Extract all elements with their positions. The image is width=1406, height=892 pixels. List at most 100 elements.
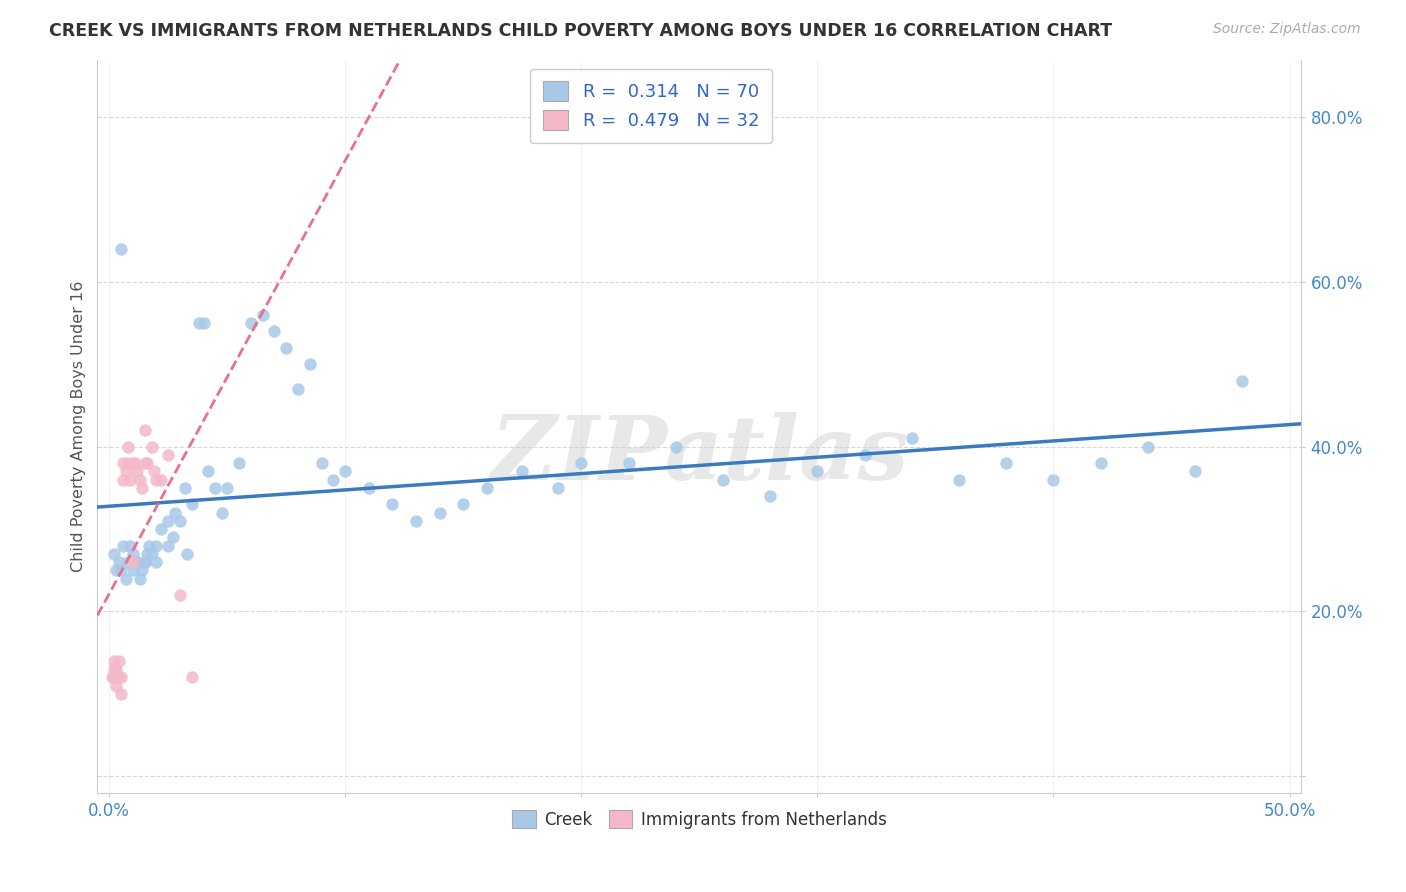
- Point: [569, 456, 592, 470]
- Point: [114, 572, 136, 586]
- Point: [197, 465, 219, 479]
- Point: [429, 506, 451, 520]
- Point: [1232, 374, 1254, 388]
- Point: [173, 481, 195, 495]
- Point: [510, 465, 533, 479]
- Text: ZIPatlas: ZIPatlas: [491, 412, 908, 499]
- Point: [948, 473, 970, 487]
- Point: [547, 481, 569, 495]
- Legend: Creek, Immigrants from Netherlands: Creek, Immigrants from Netherlands: [506, 804, 893, 836]
- Point: [107, 670, 129, 684]
- Point: [121, 547, 143, 561]
- Point: [136, 547, 159, 561]
- Point: [711, 473, 734, 487]
- Point: [107, 654, 129, 668]
- Point: [187, 316, 209, 330]
- Point: [128, 572, 150, 586]
- Point: [127, 465, 149, 479]
- Text: CREEK VS IMMIGRANTS FROM NETHERLANDS CHILD POVERTY AMONG BOYS UNDER 16 CORRELATI: CREEK VS IMMIGRANTS FROM NETHERLANDS CHI…: [49, 22, 1112, 40]
- Point: [112, 539, 135, 553]
- Point: [665, 440, 688, 454]
- Point: [1090, 456, 1112, 470]
- Point: [100, 670, 122, 684]
- Point: [853, 448, 876, 462]
- Point: [131, 481, 153, 495]
- Point: [120, 539, 142, 553]
- Point: [145, 539, 167, 553]
- Point: [110, 670, 132, 684]
- Point: [901, 432, 924, 446]
- Point: [204, 481, 226, 495]
- Point: [193, 316, 215, 330]
- Point: [180, 497, 202, 511]
- Point: [617, 456, 640, 470]
- Point: [276, 341, 298, 355]
- Point: [112, 456, 135, 470]
- Point: [143, 465, 166, 479]
- Point: [105, 662, 128, 676]
- Point: [157, 448, 180, 462]
- Point: [405, 514, 427, 528]
- Point: [298, 357, 321, 371]
- Point: [134, 555, 156, 569]
- Point: [110, 563, 132, 577]
- Point: [239, 316, 262, 330]
- Point: [995, 456, 1018, 470]
- Point: [136, 456, 159, 470]
- Point: [217, 481, 239, 495]
- Point: [117, 555, 139, 569]
- Point: [103, 670, 125, 684]
- Point: [381, 497, 404, 511]
- Point: [145, 473, 167, 487]
- Text: Source: ZipAtlas.com: Source: ZipAtlas.com: [1213, 22, 1361, 37]
- Point: [169, 588, 191, 602]
- Point: [162, 530, 184, 544]
- Point: [114, 465, 136, 479]
- Point: [475, 481, 498, 495]
- Point: [357, 481, 380, 495]
- Point: [157, 514, 180, 528]
- Point: [120, 473, 142, 487]
- Point: [150, 522, 173, 536]
- Point: [110, 687, 132, 701]
- Point: [145, 555, 167, 569]
- Point: [1184, 465, 1206, 479]
- Point: [287, 382, 309, 396]
- Point: [311, 456, 333, 470]
- Y-axis label: Child Poverty Among Boys Under 16: Child Poverty Among Boys Under 16: [72, 280, 86, 572]
- Point: [138, 539, 160, 553]
- Point: [335, 465, 357, 479]
- Point: [121, 555, 143, 569]
- Point: [157, 539, 180, 553]
- Point: [806, 465, 828, 479]
- Point: [121, 456, 143, 470]
- Point: [103, 662, 125, 676]
- Point: [1042, 473, 1064, 487]
- Point: [141, 440, 163, 454]
- Point: [134, 456, 156, 470]
- Point: [150, 473, 173, 487]
- Point: [131, 563, 153, 577]
- Point: [124, 456, 146, 470]
- Point: [110, 242, 132, 256]
- Point: [103, 654, 125, 668]
- Point: [112, 473, 135, 487]
- Point: [103, 547, 125, 561]
- Point: [117, 440, 139, 454]
- Point: [134, 555, 156, 569]
- Point: [117, 456, 139, 470]
- Point: [169, 514, 191, 528]
- Point: [165, 506, 187, 520]
- Point: [322, 473, 344, 487]
- Point: [176, 547, 198, 561]
- Point: [180, 670, 202, 684]
- Point: [107, 555, 129, 569]
- Point: [124, 555, 146, 569]
- Point: [211, 506, 233, 520]
- Point: [759, 489, 782, 503]
- Point: [252, 308, 274, 322]
- Point: [128, 473, 150, 487]
- Point: [105, 679, 128, 693]
- Point: [141, 547, 163, 561]
- Point: [263, 325, 285, 339]
